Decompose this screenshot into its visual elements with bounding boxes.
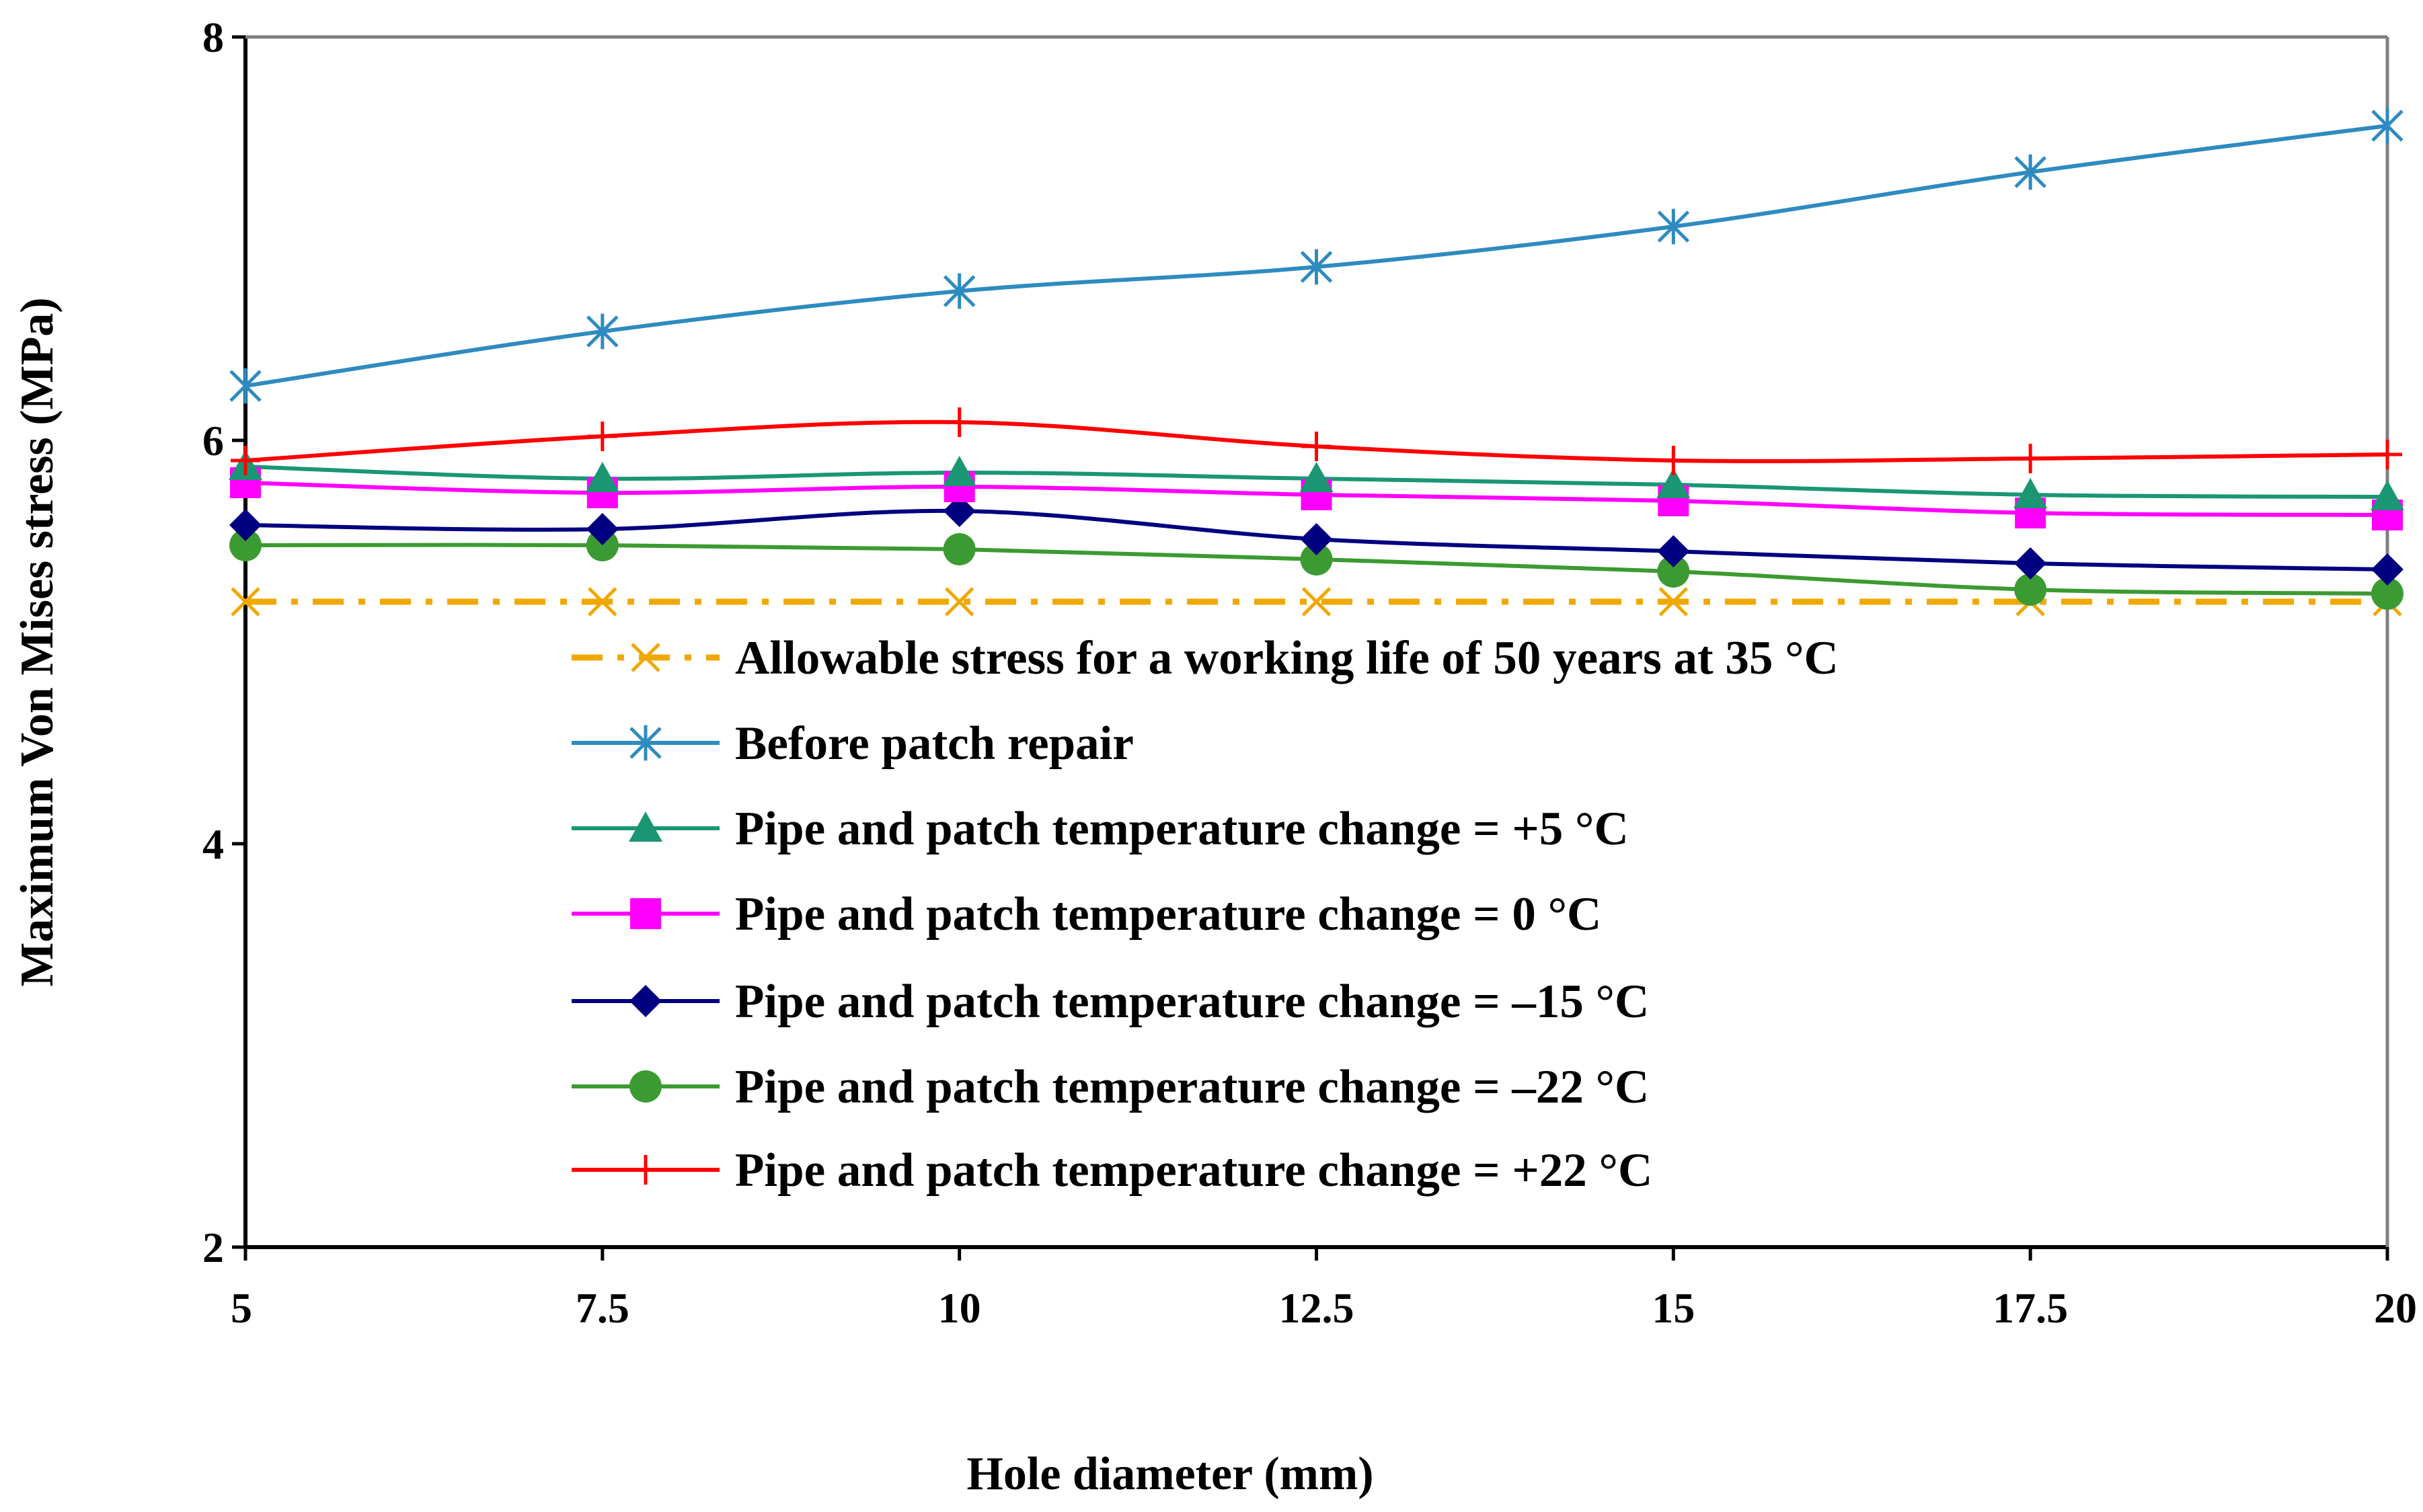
data-point-pipe-and-patch-temperature-change-22-c-4: [1658, 446, 1689, 475]
legend-marker-6: [631, 1155, 660, 1185]
legend-label-1: Before patch repair: [735, 717, 1134, 770]
x-axis-ticks: 5 7.5 10 12.5 15 17.5 20: [231, 1247, 2417, 1332]
data-point-before-patch-repair-0: [229, 368, 262, 404]
x-tick-label: 7.5: [576, 1284, 629, 1332]
data-point-pipe-and-patch-temperature-change-15-c-6: [2371, 553, 2403, 586]
data-point-allowable-stress-for-a-working-life-of-50-years-at-35-c-4: [1658, 587, 1689, 616]
legend-label-5: Pipe and patch temperature change = –22 …: [735, 1061, 1649, 1113]
data-point-allowable-stress-for-a-working-life-of-50-years-at-35-c-2: [944, 587, 974, 616]
data-point-pipe-and-patch-temperature-change-22-c-3: [1300, 543, 1333, 575]
data-point-pipe-and-patch-temperature-change-22-c-6: [2373, 440, 2402, 469]
legend-marker-1: [629, 725, 662, 761]
data-point-pipe-and-patch-temperature-change-5-c-3: [1299, 462, 1334, 492]
series-markers: [229, 108, 2404, 616]
legend-marker-3: [630, 898, 661, 929]
data-point-pipe-and-patch-temperature-change-22-c-2: [944, 407, 974, 437]
data-point-pipe-and-patch-temperature-change-5-c-1: [585, 462, 619, 492]
y-axis-title: Maximum Von Mises stress (MPa): [11, 297, 63, 986]
data-point-pipe-and-patch-temperature-change-22-c-3: [1301, 432, 1332, 461]
data-point-pipe-and-patch-temperature-change-22-c-1: [587, 422, 617, 451]
legend-marker-0: [631, 643, 660, 672]
legend-marker-2: [629, 811, 662, 842]
data-point-before-patch-repair-4: [1657, 208, 1690, 245]
x-tick-label: 15: [1652, 1284, 1695, 1332]
x-tick-label: 20: [2374, 1284, 2417, 1332]
data-point-pipe-and-patch-temperature-change-15-c-0: [229, 509, 262, 541]
data-point-pipe-and-patch-temperature-change-22-c-4: [1657, 555, 1690, 588]
data-point-allowable-stress-for-a-working-life-of-50-years-at-35-c-1: [588, 587, 617, 616]
data-point-allowable-stress-for-a-working-life-of-50-years-at-35-c-3: [1301, 587, 1332, 616]
data-point-pipe-and-patch-temperature-change-15-c-4: [1657, 535, 1690, 567]
y-tick-label: 2: [202, 1224, 224, 1271]
data-point-before-patch-repair-2: [943, 273, 976, 309]
x-tick-label: 10: [938, 1284, 981, 1332]
data-point-before-patch-repair-5: [2014, 154, 2046, 190]
legend-marker-4: [629, 985, 662, 1017]
data-point-pipe-and-patch-temperature-change-22-c-5: [2015, 444, 2046, 473]
data-point-pipe-and-patch-temperature-change-5-c-2: [942, 456, 976, 486]
data-point-pipe-and-patch-temperature-change-22-c-6: [2371, 578, 2403, 610]
y-tick-label: 8: [202, 13, 224, 61]
data-point-pipe-and-patch-temperature-change-15-c-2: [943, 495, 976, 527]
x-tick-label: 5: [231, 1284, 252, 1332]
y-axis-ticks: 2 4 6 8: [202, 13, 245, 1271]
data-point-pipe-and-patch-temperature-change-22-c-5: [2014, 573, 2047, 606]
data-point-pipe-and-patch-temperature-change-15-c-1: [586, 513, 619, 545]
y-tick-label: 4: [202, 820, 224, 868]
y-tick-label: 6: [202, 417, 224, 465]
data-point-pipe-and-patch-temperature-change-5-c-5: [2013, 478, 2048, 508]
data-point-before-patch-repair-3: [1300, 249, 1333, 285]
legend-label-6: Pipe and patch temperature change = +22 …: [735, 1144, 1652, 1197]
legend: Allowable stress for a working life of 5…: [572, 632, 1839, 1197]
data-point-pipe-and-patch-temperature-change-22-c-0: [229, 529, 262, 561]
x-axis-title: Hole diameter (mm): [966, 1448, 1373, 1500]
data-point-pipe-and-patch-temperature-change-5-c-6: [2371, 480, 2404, 510]
data-point-before-patch-repair-1: [586, 313, 619, 350]
data-point-allowable-stress-for-a-working-life-of-50-years-at-35-c-0: [231, 587, 260, 616]
legend-label-0: Allowable stress for a working life of 5…: [735, 632, 1839, 684]
data-point-pipe-and-patch-temperature-change-15-c-3: [1300, 523, 1333, 555]
legend-label-3: Pipe and patch temperature change = 0 °C: [735, 888, 1601, 941]
data-point-pipe-and-patch-temperature-change-22-c-2: [943, 533, 976, 565]
x-tick-label: 17.5: [1993, 1284, 2068, 1332]
legend-label-2: Pipe and patch temperature change = +5 °…: [735, 803, 1629, 855]
legend-marker-5: [629, 1070, 662, 1103]
data-point-pipe-and-patch-temperature-change-5-c-4: [1656, 468, 1691, 498]
legend-label-4: Pipe and patch temperature change = –15 …: [735, 976, 1649, 1028]
data-point-pipe-and-patch-temperature-change-22-c-0: [231, 446, 260, 475]
x-tick-label: 12.5: [1279, 1284, 1354, 1332]
data-point-before-patch-repair-6: [2371, 108, 2403, 144]
data-point-pipe-and-patch-temperature-change-15-c-5: [2014, 547, 2047, 580]
